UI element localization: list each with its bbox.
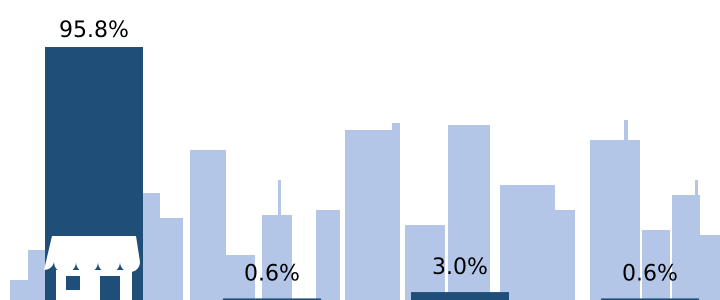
value-label: 0.6% — [622, 261, 678, 286]
bar — [411, 292, 509, 300]
icon-door — [100, 276, 120, 300]
value-label: 0.6% — [244, 261, 300, 286]
icon-window — [66, 276, 80, 290]
value-label: 3.0% — [432, 255, 488, 280]
chart: 95.8% 0.6% 3.0% 0.6% — [0, 0, 720, 300]
store-icon — [44, 236, 140, 300]
value-label: 95.8% — [59, 18, 129, 43]
icon-awning — [44, 236, 140, 273]
